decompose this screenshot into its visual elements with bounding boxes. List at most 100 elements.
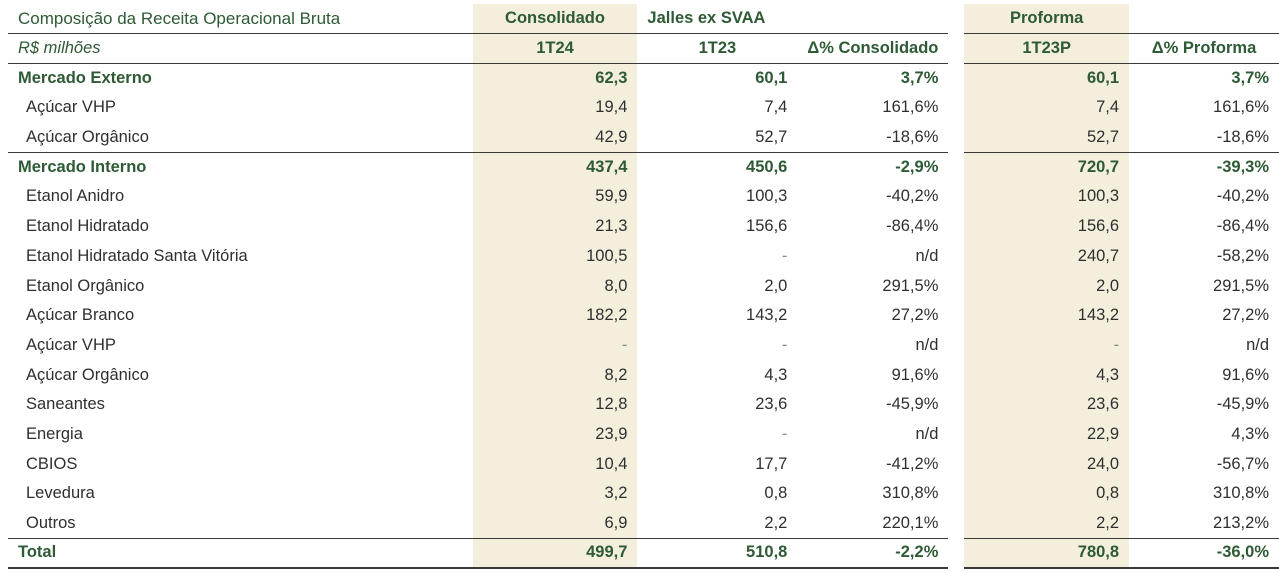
table-row: Açúcar VHP - - n/d - n/d	[8, 330, 1279, 361]
value-delta-proforma: 161,6%	[1213, 98, 1269, 117]
table-row: CBIOS 10,4 17,7 -41,2% 24,0 -56,7%	[8, 449, 1279, 479]
column-gap	[948, 34, 964, 64]
column-gap	[948, 152, 964, 182]
row-label: Açúcar Orgânico	[26, 127, 149, 146]
value-1t23: 2,2	[764, 513, 788, 532]
value-1t23: 60,1	[755, 68, 788, 87]
column-header-delta-proforma: Δ% Proforma	[1129, 33, 1279, 64]
row-label: Açúcar VHP	[26, 335, 116, 354]
value-delta-consolidado: 3,7%	[900, 68, 939, 87]
row-label: Energia	[26, 424, 83, 443]
value-1t24: 12,8	[472, 389, 638, 420]
value-delta-proforma: -40,2%	[1216, 187, 1269, 206]
section-row: Mercado Externo 62,3 60,1 3,7% 60,1 3,7%	[8, 63, 1279, 94]
value-delta-proforma: -56,7%	[1216, 454, 1269, 473]
unit-label: R$ milhões	[8, 33, 473, 64]
table-row: Levedura 3,2 0,8 310,8% 0,8 310,8%	[8, 479, 1279, 509]
table-row: Energia 23,9 - n/d 22,9 4,3%	[8, 419, 1279, 450]
table-row: Etanol Hidratado Santa Vitória 100,5 - n/d 2…	[8, 241, 1279, 272]
value-1t23p: 156,6	[964, 211, 1130, 242]
value-delta-consolidado: 220,1%	[882, 513, 939, 532]
value-delta-consolidado: 310,8%	[882, 484, 939, 503]
row-label: Açúcar VHP	[26, 98, 116, 117]
value-1t24: 21,3	[472, 211, 638, 242]
column-gap	[948, 479, 964, 509]
column-gap	[948, 331, 964, 361]
column-gap	[948, 390, 964, 420]
value-1t23p: 720,7	[964, 151, 1130, 183]
row-label: Etanol Orgânico	[26, 276, 145, 295]
value-delta-proforma: 27,2%	[1222, 306, 1269, 325]
value-1t24: 499,7	[472, 537, 638, 570]
value-delta-consolidado: n/d	[915, 335, 939, 354]
value-1t24: 6,9	[472, 508, 638, 539]
column-header-delta-consolidado: Δ% Consolidado	[797, 33, 949, 64]
column-gap	[948, 449, 964, 479]
column-gap	[948, 242, 964, 272]
column-gap	[948, 301, 964, 331]
value-delta-consolidado: 27,2%	[891, 306, 939, 325]
group-header-row: Composição da Receita Operacional Bruta …	[8, 4, 1279, 35]
column-gap	[948, 63, 964, 93]
value-1t23: 2,0	[764, 276, 788, 295]
column-gap	[948, 4, 964, 34]
value-1t24: 19,4	[472, 93, 638, 123]
value-1t24: 8,2	[472, 360, 638, 390]
value-delta-proforma: 4,3%	[1231, 424, 1269, 443]
value-delta-proforma: -45,9%	[1216, 395, 1269, 414]
value-1t23: 17,7	[755, 454, 788, 473]
table-row: Açúcar Orgânico 8,2 4,3 91,6% 4,3 91,6%	[8, 360, 1279, 390]
table-row: Outros 6,9 2,2 220,1% 2,2 213,2%	[8, 508, 1279, 539]
value-1t23p: 22,9	[964, 419, 1130, 450]
column-gap	[948, 93, 964, 123]
row-label: Etanol Hidratado Santa Vitória	[26, 246, 248, 265]
group-header-jalles-ex-svaa: Jalles ex SVAA	[637, 4, 798, 35]
value-delta-proforma: 291,5%	[1213, 276, 1269, 295]
column-gap	[948, 360, 964, 390]
value-delta-consolidado: 91,6%	[891, 365, 939, 384]
value-1t23p: 2,0	[964, 271, 1130, 301]
group-header-empty	[797, 4, 949, 35]
value-1t23: 156,6	[746, 217, 788, 236]
column-header-row: R$ milhões 1T24 1T23 Δ% Consolidado 1T23…	[8, 33, 1279, 64]
value-delta-proforma: 213,2%	[1213, 513, 1269, 532]
value-1t23: -	[781, 246, 788, 265]
row-label: Outros	[26, 513, 76, 532]
value-1t23: 7,4	[764, 98, 788, 117]
table-row: Açúcar VHP 19,4 7,4 161,6% 7,4 161,6%	[8, 93, 1279, 123]
value-1t23p: 240,7	[964, 241, 1130, 272]
value-delta-consolidado: -2,9%	[797, 151, 949, 183]
value-delta-proforma: n/d	[1246, 335, 1269, 354]
column-gap	[948, 123, 964, 153]
value-1t23p: 0,8	[964, 479, 1130, 509]
section-row: Mercado Interno 437,4 450,6 -2,9% 720,7 -39,3…	[8, 151, 1279, 183]
column-gap	[948, 509, 964, 539]
value-delta-proforma: -58,2%	[1216, 246, 1269, 265]
value-delta-consolidado: 291,5%	[882, 276, 939, 295]
column-header-1t24: 1T24	[472, 33, 638, 64]
value-1t23p: 52,7	[964, 122, 1130, 153]
row-label: Mercado Interno	[8, 151, 473, 183]
value-1t23: -	[781, 424, 788, 443]
value-delta-consolidado: 161,6%	[882, 98, 939, 117]
value-1t24: 23,9	[472, 419, 638, 450]
value-delta-proforma: -18,6%	[1216, 127, 1269, 146]
group-header-proforma: Proforma	[964, 4, 1130, 35]
table-row: Açúcar Orgânico 42,9 52,7 -18,6% 52,7 -18,6%	[8, 122, 1279, 153]
row-label: Saneantes	[26, 395, 105, 414]
value-1t23: 52,7	[755, 127, 788, 146]
group-header-empty	[1129, 4, 1279, 35]
row-label: Etanol Hidratado	[26, 217, 149, 236]
value-1t23p: 143,2	[964, 300, 1130, 331]
value-1t23: 4,3	[764, 365, 788, 384]
table-row: Açúcar Branco 182,2 143,2 27,2% 143,2 27,2%	[8, 300, 1279, 331]
column-gap	[948, 212, 964, 242]
value-1t24: 62,3	[472, 63, 638, 94]
column-header-1t23p: 1T23P	[964, 33, 1130, 64]
table-row: Etanol Anidro 59,9 100,3 -40,2% 100,3 -40,2%	[8, 182, 1279, 212]
column-gap	[948, 538, 964, 568]
row-label: CBIOS	[26, 454, 78, 473]
value-delta-proforma: -36,0%	[1129, 537, 1279, 570]
total-row: Total 499,7 510,8 -2,2% 780,8 -36,0%	[8, 537, 1279, 570]
value-1t24: 59,9	[472, 182, 638, 212]
